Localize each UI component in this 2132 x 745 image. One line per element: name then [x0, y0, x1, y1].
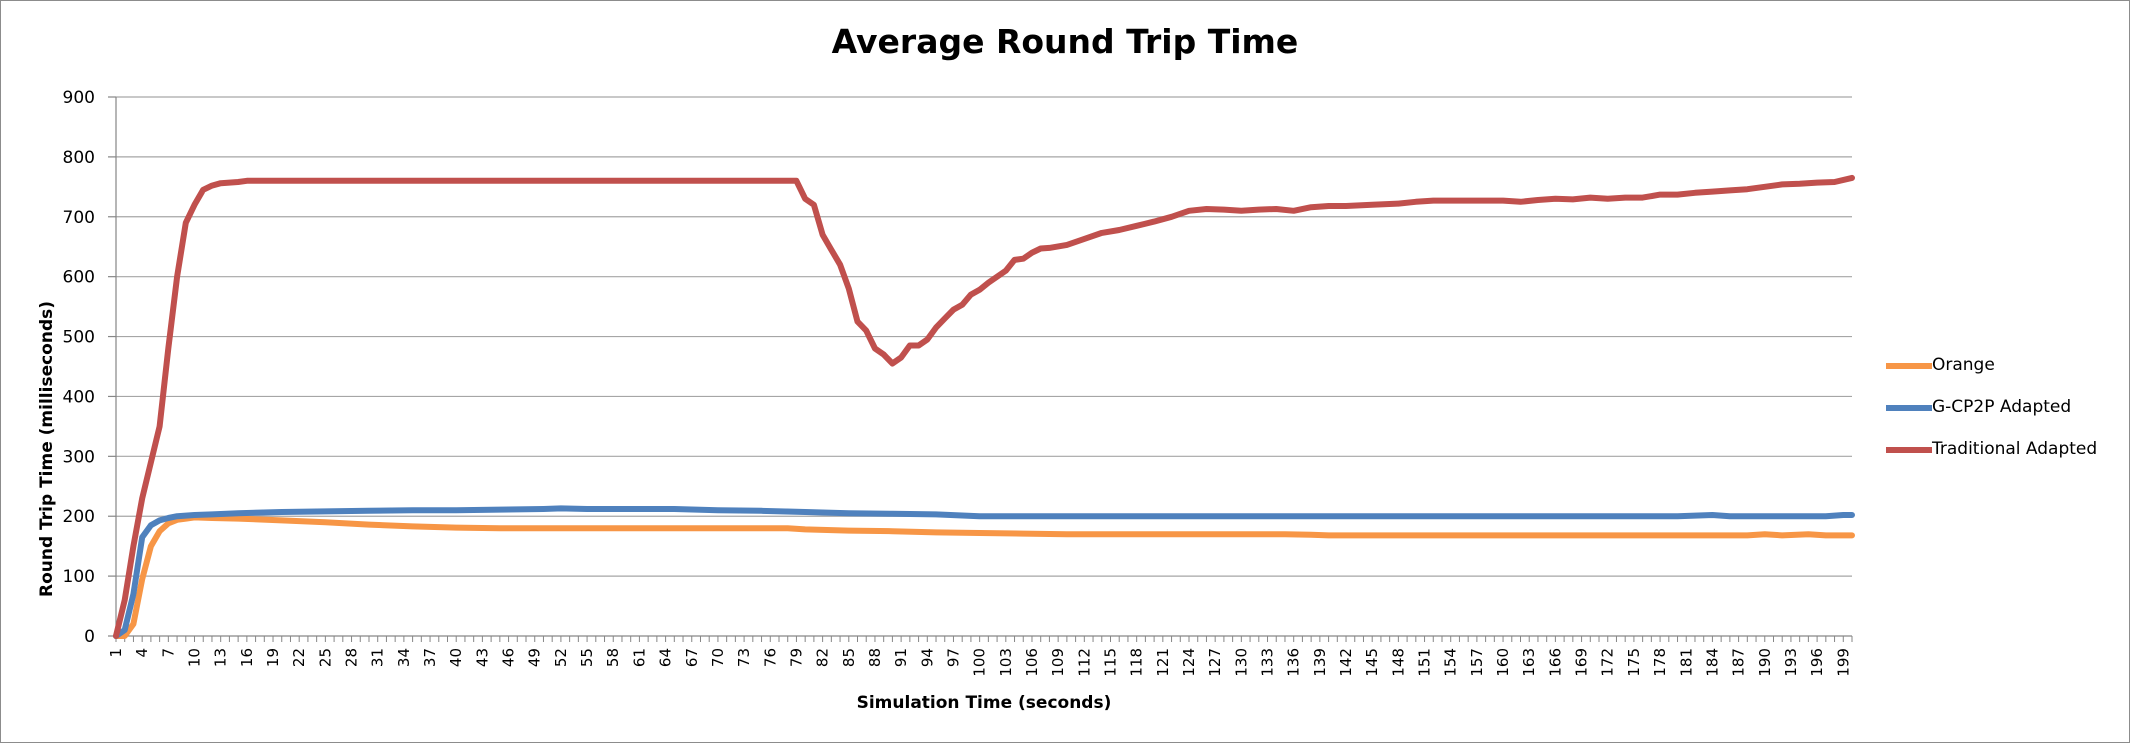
legend-label-gcp2p: G-CP2P Adapted: [1932, 397, 2072, 417]
x-tick-label: 22: [290, 648, 308, 667]
x-tick-label: 145: [1363, 648, 1381, 677]
x-tick-label: 4: [133, 648, 151, 658]
x-tick-label: 103: [997, 648, 1015, 677]
x-tick-label: 25: [316, 648, 334, 667]
x-tick-label: 64: [657, 648, 675, 667]
series-line-orange: [113, 514, 1855, 639]
x-tick-label: 190: [1756, 648, 1774, 677]
x-tick-label: 13: [212, 648, 230, 667]
x-tick-label: 160: [1494, 648, 1512, 677]
x-tick-label: 70: [709, 648, 727, 667]
x-tick-label: 46: [500, 648, 518, 667]
x-tick-label: 91: [892, 648, 910, 667]
x-tick-label: 115: [1101, 648, 1119, 677]
x-axis-label: Simulation Time (seconds): [856, 693, 1112, 713]
x-tick-label: 1: [107, 648, 125, 658]
x-tick-label: 181: [1677, 648, 1695, 677]
x-tick-label: 76: [761, 648, 779, 667]
x-tick-label: 97: [944, 648, 962, 667]
y-tick-label: 100: [63, 567, 95, 587]
x-tick-label: 187: [1730, 648, 1748, 677]
x-tick-label: 100: [971, 648, 989, 677]
x-tick-label: 7: [159, 648, 177, 658]
legend-swatch-traditional: [1886, 447, 1932, 453]
y-tick-label: 300: [63, 447, 95, 467]
x-tick-label: 94: [918, 648, 936, 667]
x-tick-label: 19: [264, 648, 282, 667]
x-tick-label: 79: [787, 648, 805, 667]
x-tick-label: 130: [1232, 648, 1250, 677]
x-tick-label: 169: [1573, 648, 1591, 677]
x-tick-label: 112: [1075, 648, 1093, 677]
legend-label-traditional: Traditional Adapted: [1932, 439, 2098, 459]
x-tick-label: 121: [1154, 648, 1172, 677]
x-tick-label: 16: [238, 648, 256, 667]
series-line-g-cp2p-adapted: [113, 505, 1855, 639]
x-tick-label: 52: [552, 648, 570, 667]
x-tick-label: 133: [1259, 648, 1277, 677]
x-tick-label: 193: [1782, 648, 1800, 677]
y-tick-label: 800: [63, 148, 95, 168]
x-tick-label: 124: [1180, 648, 1198, 677]
x-tick-label: 163: [1520, 648, 1538, 677]
x-tick-label: 55: [578, 648, 596, 667]
x-tick-label: 184: [1703, 648, 1721, 677]
x-tick-label: 82: [814, 648, 832, 667]
x-tick-label: 67: [683, 648, 701, 667]
chart-title: Average Round Trip Time: [831, 22, 1299, 61]
x-tick-label: 166: [1546, 648, 1564, 677]
x-tick-label: 139: [1311, 648, 1329, 677]
x-tick-label: 157: [1468, 648, 1486, 677]
legend-swatch-gcp2p: [1886, 405, 1932, 411]
y-tick-label: 700: [63, 208, 95, 228]
x-tick-label: 142: [1337, 648, 1355, 677]
x-tick-label: 49: [526, 648, 544, 667]
x-tick-label: 172: [1599, 648, 1617, 677]
x-tick-label: 199: [1834, 648, 1852, 677]
x-tick-label: 58: [604, 648, 622, 667]
x-tick-label: 88: [866, 648, 884, 667]
x-tick-label: 148: [1389, 648, 1407, 677]
y-tick-label: 900: [63, 88, 95, 108]
legend-label-orange: Orange: [1932, 355, 1995, 375]
series-line-traditional-adapted: [113, 174, 1855, 639]
x-tick-label: 43: [473, 648, 491, 667]
x-tick-label: 175: [1625, 648, 1643, 677]
x-tick-label: 118: [1128, 648, 1146, 677]
y-tick-label: 400: [63, 387, 95, 407]
x-tick-label: 196: [1808, 648, 1826, 677]
x-tick-label: 109: [1049, 648, 1067, 677]
x-tick-label: 127: [1206, 648, 1224, 677]
x-tick-label: 28: [343, 648, 361, 667]
x-tick-label: 151: [1416, 648, 1434, 677]
x-tick-label: 37: [421, 648, 439, 667]
x-tick-label: 61: [630, 648, 648, 667]
x-tick-label: 178: [1651, 648, 1669, 677]
x-tick-label: 40: [447, 648, 465, 667]
legend-swatch-orange: [1886, 363, 1932, 369]
y-tick-label: 200: [63, 507, 95, 527]
y-tick-label: 0: [84, 627, 95, 647]
y-tick-label: 500: [63, 328, 95, 348]
x-tick-label: 31: [369, 648, 387, 667]
x-tick-label: 154: [1442, 648, 1460, 677]
x-tick-label: 34: [395, 648, 413, 667]
x-tick-label: 10: [186, 648, 204, 667]
x-tick-label: 73: [735, 648, 753, 667]
y-tick-label: 600: [63, 268, 95, 288]
x-tick-label: 106: [1023, 648, 1041, 677]
x-tick-label: 136: [1285, 648, 1303, 677]
x-tick-label: 85: [840, 648, 858, 667]
